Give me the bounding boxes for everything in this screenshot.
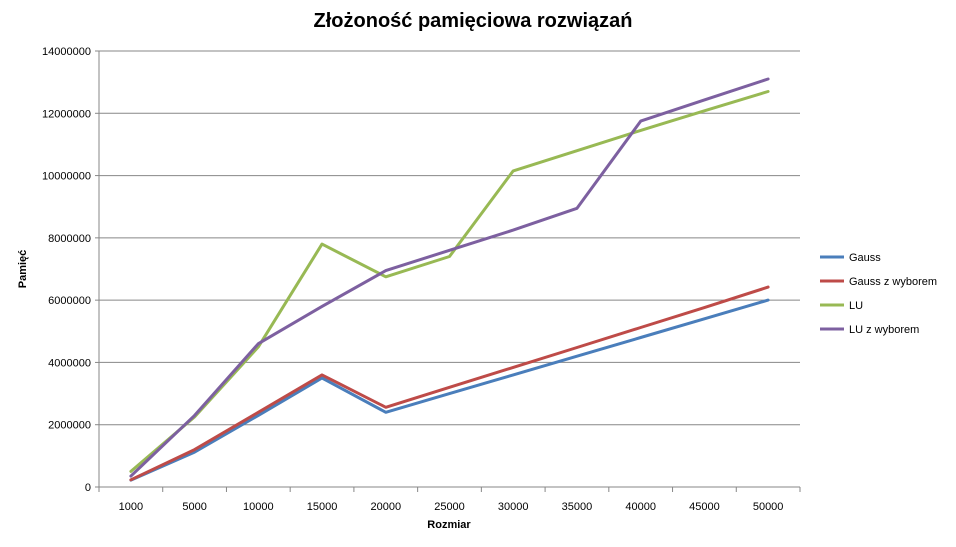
x-tick-label: 15000 xyxy=(307,501,338,513)
x-axis-title: Rozmiar xyxy=(427,519,471,531)
series-line-2 xyxy=(129,90,770,473)
x-tick-label: 45000 xyxy=(689,501,720,513)
legend: Gauss Gauss z wyborem LU LU z wyborem xyxy=(820,252,937,336)
series-line-0 xyxy=(129,298,770,482)
x-tick-label: 20000 xyxy=(370,501,401,513)
y-tick-labels: 0 2000000 4000000 6000000 8000000 10000000 120… xyxy=(42,46,91,494)
legend-label: LU z wyborem xyxy=(849,324,919,336)
x-tick-labels: 1000 5000 10000 15000 20000 25000 30000 35000 40… xyxy=(119,501,784,513)
y-tick-label: 4000000 xyxy=(48,357,91,369)
y-tick-label: 14000000 xyxy=(42,46,91,58)
x-tick-label: 50000 xyxy=(753,501,784,513)
y-axis-title: Pamięć xyxy=(17,250,29,289)
y-tick-label: 6000000 xyxy=(48,295,91,307)
legend-label: Gauss z wyborem xyxy=(849,276,937,288)
x-tick-label: 5000 xyxy=(182,501,206,513)
series-line-1 xyxy=(129,285,770,482)
plot-series xyxy=(129,77,770,482)
y-tick-label: 0 xyxy=(85,482,91,494)
x-tick-label: 30000 xyxy=(498,501,529,513)
series-line-3 xyxy=(129,77,770,478)
y-tick-label: 2000000 xyxy=(48,420,91,432)
axes xyxy=(95,50,801,492)
legend-label: LU xyxy=(849,300,863,312)
x-tick-label: 1000 xyxy=(119,501,143,513)
y-tick-label: 12000000 xyxy=(42,108,91,120)
x-tick-label: 40000 xyxy=(625,501,656,513)
chart-title: Złożoność pamięciowa rozwiązań xyxy=(314,10,633,32)
gridlines xyxy=(99,50,800,426)
x-tick-label: 35000 xyxy=(562,501,593,513)
x-tick-label: 10000 xyxy=(243,501,274,513)
legend-label: Gauss xyxy=(849,252,881,264)
x-tick-label: 25000 xyxy=(434,501,465,513)
y-tick-label: 10000000 xyxy=(42,171,91,183)
y-tick-label: 8000000 xyxy=(48,233,91,245)
